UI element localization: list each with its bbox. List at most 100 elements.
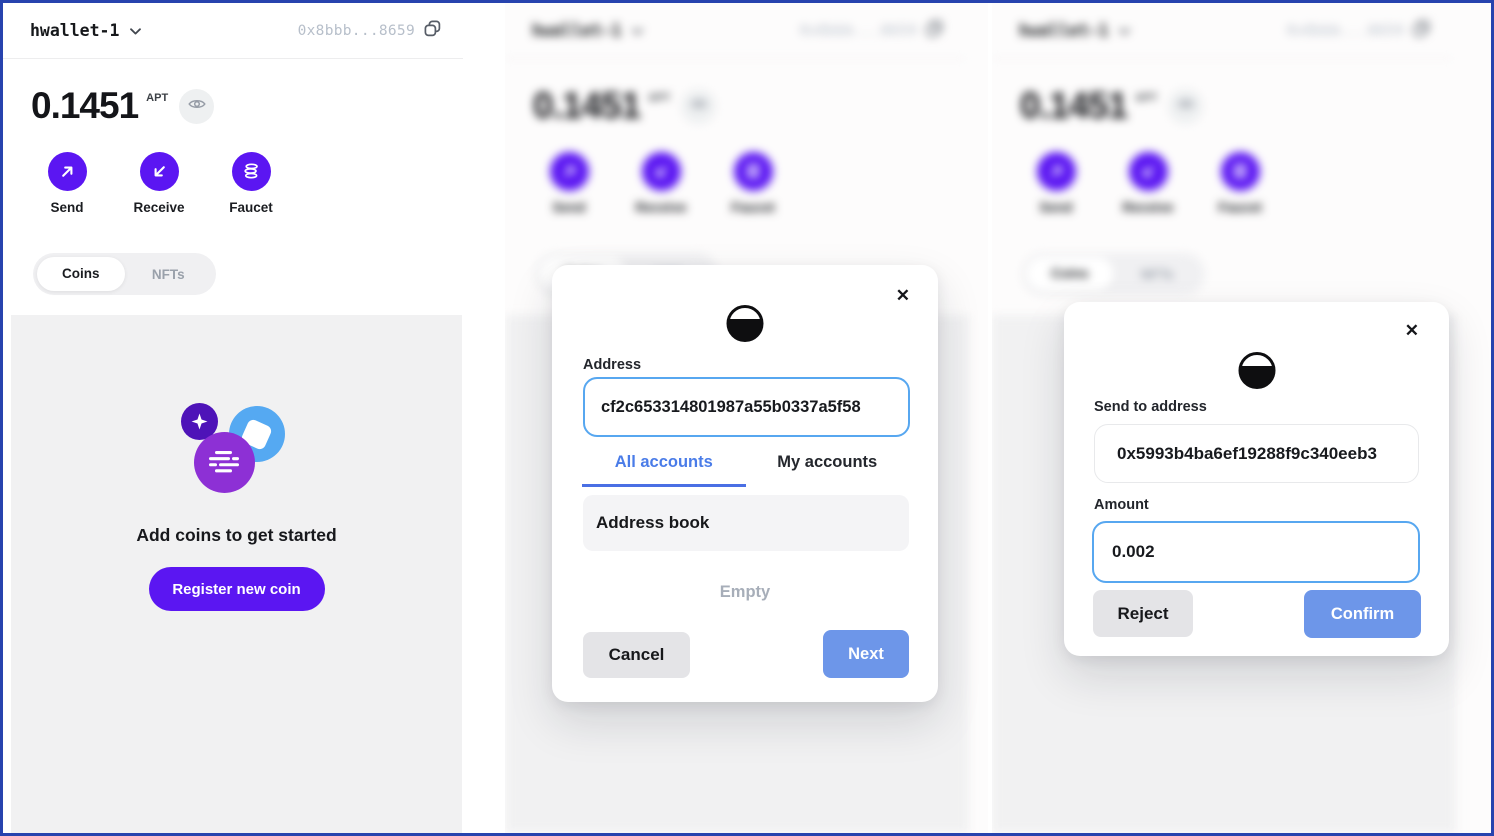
wallet-header: hwallet-1 0x8bbb...8659	[505, 3, 965, 58]
wallet-name: hwallet-1	[1019, 21, 1109, 40]
faucet-button[interactable]: Faucet	[1204, 152, 1276, 215]
receive-label: Receive	[1122, 200, 1174, 215]
faucet-button[interactable]: Faucet	[717, 152, 789, 215]
receive-label: Receive	[133, 200, 185, 215]
send-button[interactable]: Send	[1020, 152, 1092, 215]
coins-content-area: Add coins to get started Register new co…	[11, 315, 462, 833]
faucet-label: Faucet	[731, 200, 775, 215]
balance-unit: APT	[648, 92, 671, 104]
send-arrow-icon	[1036, 152, 1076, 191]
wallet-address-copy[interactable]: 0x8bbb...8659	[298, 20, 441, 42]
account-switcher[interactable]: hwallet-1	[532, 21, 644, 40]
wallet-view: hwallet-1 0x8bbb...8659 0.1451 APT	[3, 3, 465, 833]
cancel-button[interactable]: Cancel	[583, 632, 690, 678]
panel-wallet-home: hwallet-1 0x8bbb...8659 0.1451 APT	[3, 3, 505, 833]
amount-input[interactable]	[1092, 521, 1420, 583]
copy-icon	[424, 20, 441, 42]
faucet-label: Faucet	[229, 200, 273, 215]
address-book-empty-text: Empty	[719, 583, 771, 601]
receive-label: Receive	[635, 200, 687, 215]
send-label: Send	[50, 200, 84, 215]
reject-button[interactable]: Reject	[1093, 590, 1193, 637]
wallet-logo-icon	[1238, 352, 1275, 389]
send-button[interactable]: Send	[533, 152, 605, 215]
receive-arrow-icon	[1128, 152, 1168, 191]
header-divider	[3, 58, 463, 59]
receive-button[interactable]: Receive	[625, 152, 697, 215]
faucet-coins-icon	[1220, 152, 1260, 191]
wallet-address-copy[interactable]: 0x8bbb...8659	[800, 20, 943, 42]
send-to-address-input[interactable]	[1094, 424, 1419, 483]
chevron-down-icon	[1119, 22, 1131, 40]
wallet-address: 0x8bbb...8659	[297, 22, 415, 39]
balance-unit: APT	[146, 92, 169, 104]
coins-empty-state: Add coins to get started Register new co…	[11, 395, 462, 611]
amount-label: Amount	[1094, 497, 1149, 513]
balance-unit: APT	[1135, 92, 1158, 104]
tab-my-accounts[interactable]: My accounts	[777, 453, 878, 471]
balance-amount: 0.1451	[31, 85, 139, 126]
balance-row: 0.1451 APT	[1020, 85, 1204, 127]
send-label: Send	[552, 200, 586, 215]
confirm-send-modal: ✕ Send to address Amount Reject Confirm	[1064, 302, 1449, 656]
empty-state-title: Add coins to get started	[136, 525, 337, 545]
balance-amount: 0.1451	[1020, 85, 1128, 126]
actions-row: Send Receive Faucet	[533, 152, 789, 215]
wallet-name: hwallet-1	[532, 21, 622, 40]
send-button[interactable]: Send	[31, 152, 103, 215]
receive-button[interactable]: Receive	[1112, 152, 1184, 215]
header-divider	[992, 58, 1452, 59]
panel-send-address-step: hwallet-1 0x8bbb...8659 0.1451 APT	[505, 3, 988, 833]
chevron-down-icon	[130, 22, 142, 40]
toggle-balance-visibility-button[interactable]	[1168, 88, 1204, 124]
receive-button[interactable]: Receive	[123, 152, 195, 215]
faucet-button[interactable]: Faucet	[215, 152, 287, 215]
account-switcher[interactable]: hwallet-1	[30, 21, 142, 40]
balance-row: 0.1451 APT	[533, 85, 717, 127]
tab-coins[interactable]: Coins	[1026, 257, 1114, 291]
send-address-modal: ✕ Address All accounts My accounts Addre…	[552, 265, 938, 702]
tab-all-accounts[interactable]: All accounts	[582, 453, 746, 487]
copy-icon	[926, 20, 943, 42]
address-field-label: Address	[583, 357, 642, 373]
wallet-address: 0x8bbb...8659	[1286, 22, 1404, 39]
next-button[interactable]: Next	[823, 630, 909, 678]
tab-nfts[interactable]: NFTs	[151, 266, 185, 282]
wallet-address-copy[interactable]: 0x8bbb...8659	[1287, 20, 1430, 42]
send-arrow-icon	[549, 152, 589, 191]
tab-coins[interactable]: Coins	[37, 257, 125, 291]
balance-row: 0.1451 APT	[31, 85, 215, 127]
eye-icon	[689, 97, 708, 116]
tab-nfts[interactable]: NFTs	[1140, 266, 1174, 282]
toggle-balance-visibility-button[interactable]	[681, 88, 717, 124]
eye-icon	[187, 97, 206, 116]
send-arrow-icon	[47, 152, 87, 191]
asset-tabs: Coins NFTs	[33, 253, 216, 295]
balance-amount: 0.1451	[533, 85, 641, 126]
send-to-address-label: Send to address	[1094, 399, 1207, 415]
wallet-home-content: hwallet-1 0x8bbb...8659 0.1451 APT	[3, 3, 505, 833]
register-new-coin-button[interactable]: Register new coin	[148, 567, 325, 611]
confirm-button[interactable]: Confirm	[1304, 590, 1421, 638]
eye-icon	[1176, 97, 1195, 116]
wallet-name: hwallet-1	[30, 21, 120, 40]
aptos-coin-icon	[193, 432, 255, 493]
panel-confirm-send-step: hwallet-1 0x8bbb...8659 0.1451 APT	[992, 3, 1491, 833]
close-icon[interactable]: ✕	[895, 286, 910, 305]
close-icon[interactable]: ✕	[1404, 321, 1419, 340]
receive-arrow-icon	[139, 152, 179, 191]
coins-illustration	[180, 395, 293, 497]
actions-row: Send Receive Faucet	[31, 152, 287, 215]
asset-tabs: Coins NFTs	[1022, 253, 1205, 295]
account-switcher[interactable]: hwallet-1	[1019, 21, 1131, 40]
wallet-logo-icon	[726, 305, 764, 342]
send-label: Send	[1039, 200, 1073, 215]
toggle-balance-visibility-button[interactable]	[179, 88, 215, 124]
actions-row: Send Receive Faucet	[1020, 152, 1276, 215]
faucet-coins-icon	[733, 152, 773, 191]
wallet-header: hwallet-1 0x8bbb...8659	[992, 3, 1452, 58]
accounts-tabs: All accounts My accounts	[582, 453, 909, 487]
header-divider	[505, 58, 965, 59]
address-input[interactable]	[583, 377, 910, 437]
